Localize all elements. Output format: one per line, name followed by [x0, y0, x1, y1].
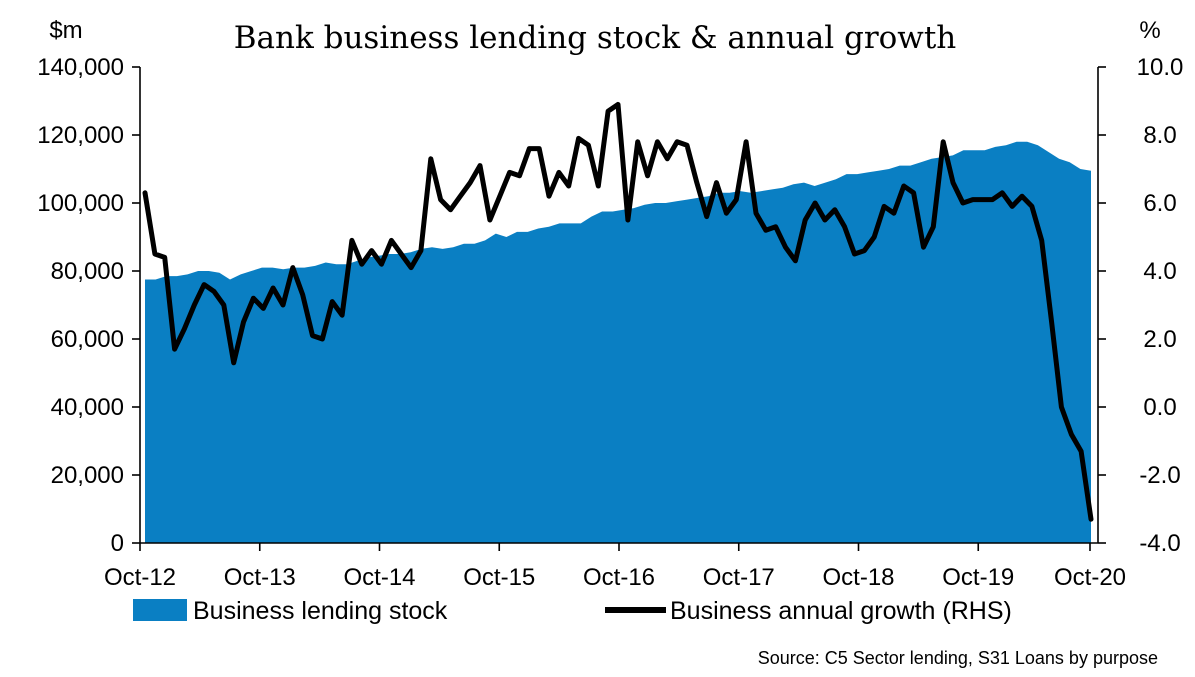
- chart-title: Bank business lending stock & annual gro…: [234, 20, 957, 56]
- right-tick-label: 10.0: [1137, 54, 1184, 81]
- x-tick-label: Oct-17: [703, 564, 775, 591]
- left-tick-label: 120,000: [37, 122, 124, 149]
- x-tick-label: Oct-19: [942, 564, 1014, 591]
- right-tick-label: 6.0: [1143, 190, 1176, 217]
- right-tick-label: 0.0: [1143, 394, 1176, 421]
- right-tick-label: 4.0: [1143, 258, 1176, 285]
- x-axis-ticks: Oct-12 Oct-13 Oct-14 Oct-15 Oct-16 Oct-17 Oct-…: [104, 543, 1126, 591]
- series-line-business-annual-growth: [142, 101, 1094, 522]
- right-axis-ticks: -4.0 -2.0 0.0 2.0 4.0 6.0 8.0 10.0: [1098, 54, 1183, 557]
- plot-area: [142, 101, 1094, 544]
- x-tick-label: Oct-12: [104, 564, 176, 591]
- left-tick-label: 100,000: [37, 190, 124, 217]
- left-tick-label: 40,000: [51, 394, 124, 421]
- x-tick-label: Oct-20: [1054, 564, 1126, 591]
- left-tick-label: 0: [111, 530, 124, 557]
- right-tick-label: 2.0: [1143, 326, 1176, 353]
- legend-label-business-lending-stock: Business lending stock: [193, 597, 448, 625]
- right-tick-label: 8.0: [1143, 122, 1176, 149]
- legend: Business lending stock Business annual g…: [133, 597, 1012, 625]
- left-tick-label: 140,000: [37, 54, 124, 81]
- x-tick-label: Oct-18: [822, 564, 894, 591]
- x-tick-label: Oct-15: [463, 564, 535, 591]
- left-axis-unit: $m: [49, 17, 82, 44]
- right-axis-unit: %: [1139, 17, 1160, 44]
- left-tick-label: 60,000: [51, 326, 124, 353]
- legend-swatch-business-lending-stock: [133, 599, 187, 621]
- right-tick-label: -4.0: [1139, 530, 1180, 557]
- x-tick-label: Oct-13: [224, 564, 296, 591]
- left-tick-label: 20,000: [51, 462, 124, 489]
- source-note: Source: C5 Sector lending, S31 Loans by …: [758, 648, 1158, 668]
- legend-label-business-annual-growth: Business annual growth (RHS): [670, 597, 1012, 625]
- x-tick-label: Oct-14: [343, 564, 415, 591]
- right-tick-label: -2.0: [1139, 462, 1180, 489]
- left-axis-ticks: 0 20,000 40,000 60,000 80,000 100,000 120,000 1…: [37, 54, 140, 557]
- x-tick-label: Oct-16: [583, 564, 655, 591]
- left-tick-label: 80,000: [51, 258, 124, 285]
- series-area-business-lending-stock: [145, 141, 1091, 544]
